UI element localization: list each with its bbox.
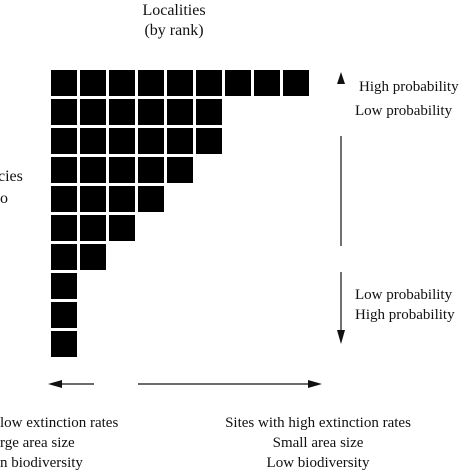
matrix-cell (51, 128, 77, 154)
matrix-cell (51, 244, 77, 270)
species-label-fragment: o (0, 190, 8, 207)
matrix-cell (109, 186, 135, 212)
top-high-probability-label: High probability (359, 79, 459, 95)
large-area-label: rge area size (0, 435, 75, 451)
matrix-cell (283, 70, 309, 96)
matrix-cell (51, 157, 77, 183)
rank-subtitle: (by rank) (144, 22, 204, 39)
matrix-cell (80, 70, 106, 96)
vertical-up-arrow (337, 72, 345, 84)
high-biodiversity-label: n biodiversity (0, 455, 83, 471)
matrix-cell (196, 70, 222, 96)
low-biodiversity-label: Low biodiversity (266, 455, 370, 471)
matrix-cell (109, 128, 135, 154)
matrix-cell (80, 186, 106, 212)
matrix-cell (80, 128, 106, 154)
matrix-cell (225, 70, 251, 96)
matrix-cell (51, 215, 77, 241)
matrix-cell (138, 99, 164, 125)
matrix-cell (109, 157, 135, 183)
matrix-cell (196, 128, 222, 154)
low-extinction-label: low extinction rates (0, 415, 119, 431)
high-extinction-label: Sites with high extinction rates (225, 415, 411, 431)
matrix-cell (80, 157, 106, 183)
matrix-cell (51, 186, 77, 212)
matrix-cell (196, 99, 222, 125)
matrix-cell (51, 70, 77, 96)
matrix-cell (80, 244, 106, 270)
matrix-cell (167, 128, 193, 154)
matrix-cell (51, 99, 77, 125)
matrix-cell (109, 215, 135, 241)
top-low-probability-label: Low probability (355, 103, 453, 119)
matrix-cell (51, 273, 77, 299)
matrix-cell (138, 128, 164, 154)
matrix-cell (80, 215, 106, 241)
horizontal-right-arrow (138, 380, 322, 388)
matrix-cell (167, 157, 193, 183)
bottom-low-probability-label: Low probability (355, 287, 453, 303)
matrix-cell (51, 331, 77, 357)
matrix-cell (138, 186, 164, 212)
matrix-cell (51, 302, 77, 328)
matrix-cell (80, 99, 106, 125)
matrix-cell (109, 70, 135, 96)
matrix-cell (254, 70, 280, 96)
horizontal-left-arrow (48, 380, 94, 388)
matrix-cell (138, 70, 164, 96)
localities-title: Localities (142, 2, 206, 19)
matrix-cell (167, 70, 193, 96)
small-area-label: Small area size (272, 435, 364, 451)
matrix-cell (138, 157, 164, 183)
matrix-cell (167, 99, 193, 125)
matrix-cell (109, 99, 135, 125)
bottom-high-probability-label: High probability (355, 307, 455, 323)
species-label: cies (0, 168, 23, 185)
vertical-down-arrow (337, 272, 345, 344)
